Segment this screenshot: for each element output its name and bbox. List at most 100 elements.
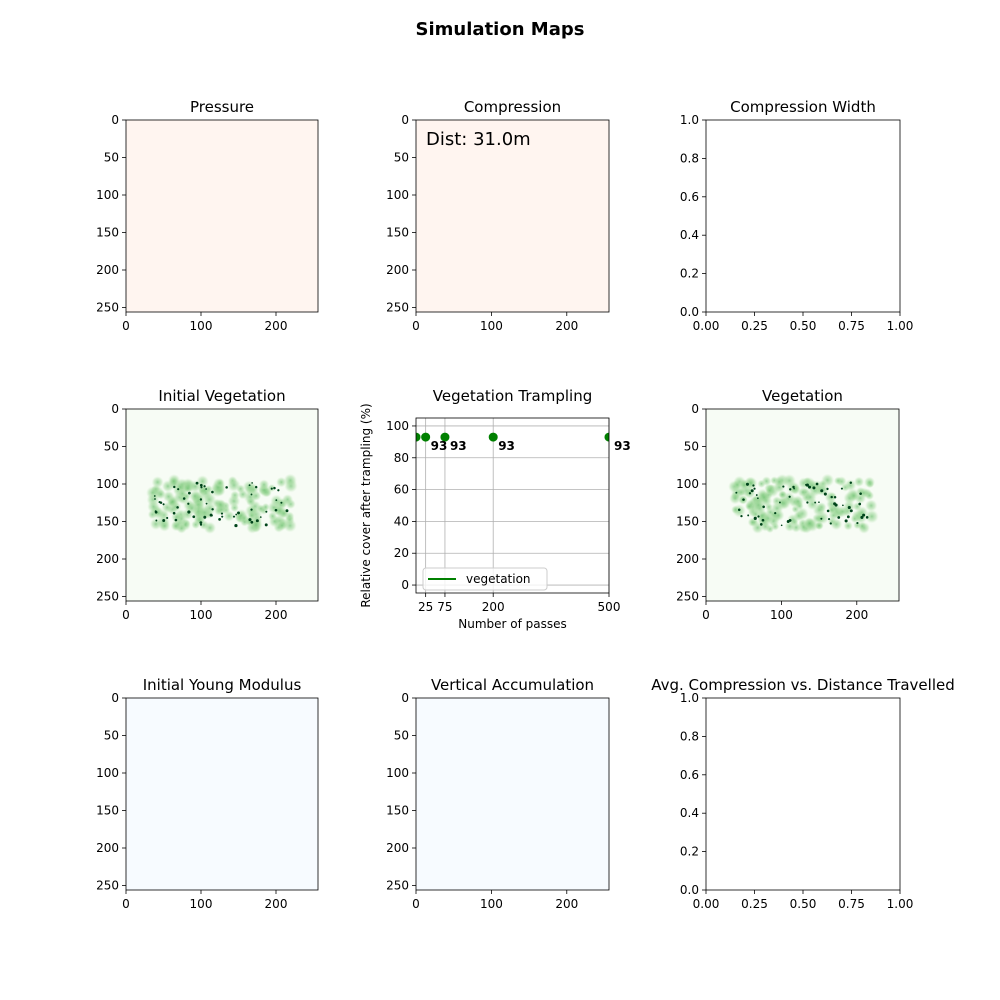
vegetation-trampling-point (440, 432, 450, 442)
initial-vegetation-frame (125, 408, 319, 602)
vertical-accumulation-ytick-label: 150 (386, 804, 409, 818)
pressure-panel: Pressure 0 100 200 0 50 100 150 200 250 (96, 98, 319, 333)
compression-width-xtick-label: 0.25 (741, 319, 768, 333)
pressure-ytick-label: 150 (96, 226, 119, 240)
initial-young-modulus-ytick-label: 200 (96, 841, 119, 855)
avg-compression-distance-ytick-label: 0.6 (680, 768, 699, 782)
pressure-ytick-label: 200 (96, 263, 119, 277)
avg-compression-distance-plot-area (706, 698, 900, 890)
compression-width-xtick-label: 0.50 (790, 319, 817, 333)
compression-ytick-label: 50 (394, 151, 409, 165)
vertical-accumulation-xtick-label: 100 (480, 897, 503, 911)
vegetation-trampling-legend-label: vegetation (466, 572, 531, 586)
compression-ytick-label: 200 (386, 263, 409, 277)
vertical-accumulation-title: Vertical Accumulation (431, 676, 594, 694)
initial-young-modulus-ytick-label: 0 (111, 691, 119, 705)
vegetation-ytick-label: 250 (676, 590, 699, 604)
vertical-accumulation-ytick-label: 200 (386, 841, 409, 855)
avg-compression-distance-xtick-label: 1.00 (887, 897, 914, 911)
vegetation-trampling-xtick-label: 75 (437, 600, 452, 614)
pressure-ytick-label: 0 (111, 113, 119, 127)
initial-vegetation-ytick-label: 150 (96, 515, 119, 529)
vegetation-vegetation-patch (728, 473, 879, 534)
avg-compression-distance-ytick-label: 0.0 (680, 883, 699, 897)
avg-compression-distance-frame (705, 697, 901, 891)
compression-distance-readout: Dist: 31.0m (426, 129, 531, 150)
pressure-plot-area (126, 120, 318, 312)
avg-compression-distance-ytick-label: 0.4 (680, 806, 699, 820)
initial-vegetation-ytick-label: 50 (104, 440, 119, 454)
vertical-accumulation-plot-area (416, 698, 609, 890)
compression-width-frame (705, 119, 901, 313)
vegetation-trampling-plot-area (416, 418, 609, 593)
vertical-accumulation-frame (415, 697, 610, 891)
vegetation-trampling-ytick-label: 60 (394, 483, 409, 497)
compression-width-xtick-label: 0.00 (693, 319, 720, 333)
vegetation-trampling-point-label: 93 (431, 439, 448, 453)
vegetation-trampling-ytick-label: 0 (401, 578, 409, 592)
initial-young-modulus-ytick-label: 100 (96, 766, 119, 780)
compression-plot-area (416, 120, 609, 312)
compression-width-ytick-label: 0.0 (680, 305, 699, 319)
vegetation-trampling-ytick-label: 80 (394, 451, 409, 465)
initial-young-modulus-panel: Initial Young Modulus 0 100 200 0 50 100 150 200… (96, 676, 319, 911)
vegetation-trampling-ytick-label: 20 (394, 546, 409, 560)
compression-frame (415, 119, 610, 313)
vertical-accumulation-ytick-label: 50 (394, 729, 409, 743)
compression-ytick-label: 0 (401, 113, 409, 127)
vegetation-trampling-legend: vegetation (422, 567, 548, 591)
compression-width-ytick-label: 0.8 (680, 151, 699, 165)
vegetation-title: Vegetation (762, 387, 843, 405)
initial-vegetation-ytick-label: 250 (96, 590, 119, 604)
vegetation-ytick-label: 100 (676, 477, 699, 491)
initial-vegetation-ytick-label: 100 (96, 477, 119, 491)
initial-vegetation-panel: Initial Vegetation 0 100 200 0 50 100 150 200 250 (96, 387, 319, 622)
avg-compression-distance-xtick-label: 0.00 (693, 897, 720, 911)
vegetation-trampling-ytick-label: 40 (394, 514, 409, 528)
vegetation-trampling-title: Vegetation Trampling (433, 387, 592, 405)
initial-young-modulus-ytick-label: 250 (96, 879, 119, 893)
vegetation-trampling-point (421, 432, 431, 442)
compression-width-title: Compression Width (730, 98, 876, 116)
initial-young-modulus-ytick-label: 150 (96, 804, 119, 818)
vegetation-trampling-ylabel: Relative cover after trampling (%) (359, 403, 373, 607)
vegetation-xtick-label: 100 (770, 608, 793, 622)
compression-width-xtick-label: 1.00 (887, 319, 914, 333)
avg-compression-distance-xtick-label: 0.25 (741, 897, 768, 911)
vegetation-trampling-panel: Vegetation Trampling 25 75 200 500 0 20 40 60 80 1… (359, 387, 631, 631)
initial-young-modulus-ytick-label: 50 (104, 729, 119, 743)
pressure-frame (125, 119, 319, 313)
compression-xtick-label: 0 (412, 319, 420, 333)
compression-width-ytick-label: 0.6 (680, 190, 699, 204)
vegetation-trampling-point (488, 432, 498, 442)
initial-young-modulus-title: Initial Young Modulus (143, 676, 302, 694)
initial-young-modulus-frame (125, 697, 319, 891)
vegetation-ytick-label: 50 (684, 440, 699, 454)
avg-compression-distance-ytick-label: 0.2 (680, 845, 699, 859)
initial-vegetation-ytick-label: 200 (96, 552, 119, 566)
avg-compression-distance-xtick-label: 0.75 (838, 897, 865, 911)
vertical-accumulation-ytick-label: 0 (401, 691, 409, 705)
vegetation-ytick-label: 200 (676, 552, 699, 566)
compression-width-ytick-label: 0.2 (680, 267, 699, 281)
vegetation-trampling-ytick-label: 100 (386, 419, 409, 433)
avg-compression-distance-ytick-label: 0.8 (680, 729, 699, 743)
vegetation-panel: Vegetation 0 100 200 0 50 100 150 200 250 (676, 387, 900, 622)
pressure-ytick-label: 100 (96, 188, 119, 202)
avg-compression-distance-panel: Avg. Compression vs. Distance Travelled 0… (651, 676, 955, 911)
initial-young-modulus-xtick-label: 0 (122, 897, 130, 911)
compression-ytick-label: 100 (386, 188, 409, 202)
compression-width-xtick-label: 0.75 (838, 319, 865, 333)
initial-young-modulus-xtick-label: 200 (265, 897, 288, 911)
compression-xtick-label: 100 (480, 319, 503, 333)
figure-title: Simulation Maps (416, 19, 585, 40)
vegetation-trampling-point (416, 432, 421, 442)
compression-width-panel: Compression Width 0.00 0.25 0.50 0.75 1.00 0.0… (680, 98, 913, 333)
initial-vegetation-title: Initial Vegetation (158, 387, 285, 405)
pressure-xtick-label: 0 (122, 319, 130, 333)
avg-compression-distance-title: Avg. Compression vs. Distance Travelled (651, 676, 955, 694)
compression-ytick-label: 150 (386, 226, 409, 240)
initial-vegetation-ytick-label: 0 (111, 402, 119, 416)
pressure-xtick-label: 100 (190, 319, 213, 333)
initial-vegetation-xtick-label: 200 (265, 608, 288, 622)
